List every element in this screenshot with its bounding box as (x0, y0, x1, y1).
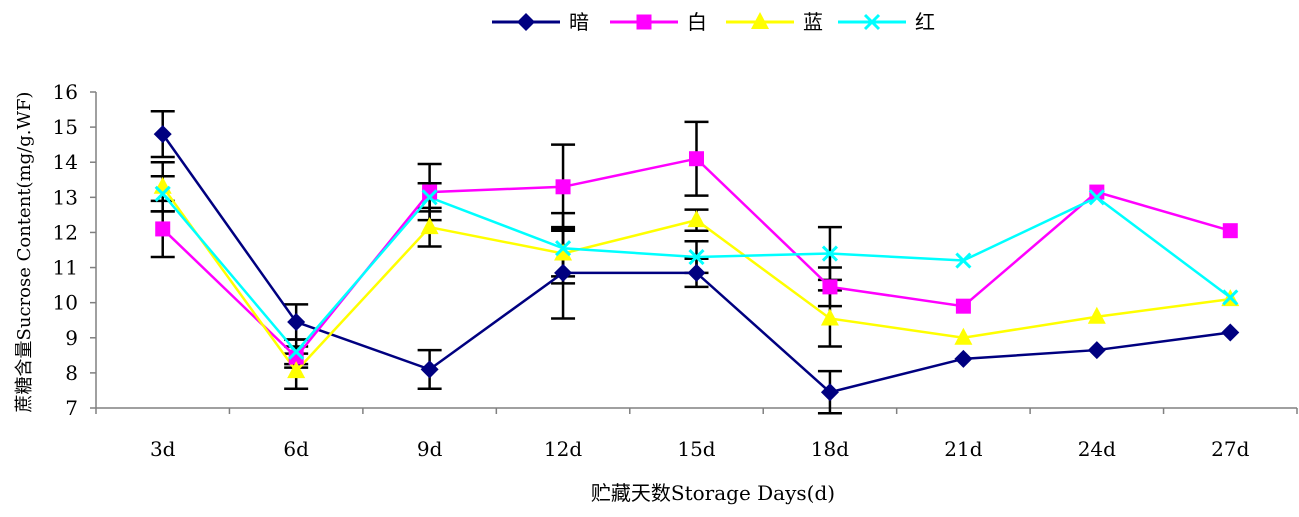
x-marker-stroke (288, 343, 305, 360)
y-axis-label: 蔗糖含量Sucrose Content(mg/g.WF) (14, 92, 35, 413)
x-marker-stroke (421, 189, 438, 206)
data-point-蓝 (554, 243, 573, 261)
y-tick-label: 16 (53, 80, 78, 104)
legend-marker (636, 14, 652, 30)
y-tick-label: 10 (53, 291, 78, 315)
data-point-白 (555, 179, 571, 195)
data-point-红 (554, 240, 572, 257)
x-marker-stroke (1222, 289, 1239, 306)
legend-label: 暗 (569, 10, 589, 34)
x-marker-stroke (688, 248, 705, 266)
y-tick-label: 7 (65, 396, 78, 420)
data-point-暗 (820, 383, 839, 402)
data-point-暗 (420, 360, 439, 379)
x-tick-label: 15d (677, 437, 715, 461)
data-point-蓝 (420, 217, 439, 235)
data-point-暗 (287, 312, 306, 331)
x-marker-stroke (154, 185, 171, 202)
data-point-红 (955, 252, 972, 269)
legend-marker (863, 13, 881, 31)
y-tick-label: 9 (65, 326, 78, 350)
legend: 暗白蓝红 (492, 10, 935, 34)
x-marker-stroke (863, 13, 881, 31)
legend-marker (751, 12, 769, 29)
x-tick-label: 6d (283, 437, 309, 461)
x-tick-label: 3d (150, 437, 176, 461)
data-point-白 (822, 279, 838, 295)
y-tick-label: 13 (53, 185, 78, 209)
data-point-蓝 (153, 176, 172, 194)
x-axis-label: 贮藏天数Storage Days(d) (591, 481, 835, 505)
x-tick-label: 21d (944, 437, 982, 461)
x-tick-label: 12d (544, 437, 582, 461)
data-point-蓝 (687, 210, 706, 228)
x-marker-stroke (554, 240, 572, 257)
y-tick-label: 11 (53, 256, 78, 280)
data-point-暗 (554, 263, 573, 282)
data-point-白 (422, 184, 438, 200)
data-point-红 (288, 343, 305, 360)
data-point-红 (154, 185, 171, 202)
data-point-红 (821, 245, 839, 262)
y-tick-label: 15 (53, 115, 78, 139)
data-point-蓝 (287, 361, 306, 379)
x-tick-label: 18d (811, 437, 849, 461)
data-point-蓝 (954, 327, 973, 345)
legend-label: 红 (915, 10, 935, 34)
data-point-红 (1222, 289, 1239, 306)
data-point-暗 (1221, 323, 1240, 342)
x-marker-stroke (821, 245, 839, 262)
legend-label: 白 (687, 10, 707, 34)
data-point-红 (1088, 189, 1105, 206)
x-tick-label: 27d (1211, 437, 1249, 461)
y-tick-label: 8 (65, 361, 78, 385)
data-point-暗 (687, 263, 706, 282)
x-marker-stroke (1088, 189, 1105, 206)
legend-marker (517, 13, 535, 31)
data-point-蓝 (1087, 306, 1106, 324)
data-point-暗 (1087, 341, 1106, 360)
x-marker-stroke (955, 252, 972, 269)
axes: 7 8 9 10 11 12 13 14 15 16 3d 6d 9d 12d 15d 18d 21d 24d 27… (53, 80, 1298, 461)
data-point-白 (288, 349, 304, 365)
x-tick-label: 24d (1078, 437, 1116, 461)
x-tick-label: 9d (417, 437, 443, 461)
y-tick-label: 14 (53, 150, 78, 174)
data-point-蓝 (820, 308, 839, 326)
data-point-白 (689, 151, 704, 167)
data-point-暗 (153, 125, 172, 144)
data-point-红 (688, 248, 705, 266)
data-point-暗 (954, 349, 973, 368)
data-point-白 (955, 298, 971, 314)
y-tick-label: 12 (53, 220, 78, 244)
data-point-白 (1089, 184, 1105, 200)
legend-label: 蓝 (803, 10, 823, 34)
data-point-白 (155, 221, 171, 237)
series-markers (153, 125, 1240, 402)
data-point-红 (421, 189, 438, 206)
data-point-白 (1222, 223, 1238, 239)
